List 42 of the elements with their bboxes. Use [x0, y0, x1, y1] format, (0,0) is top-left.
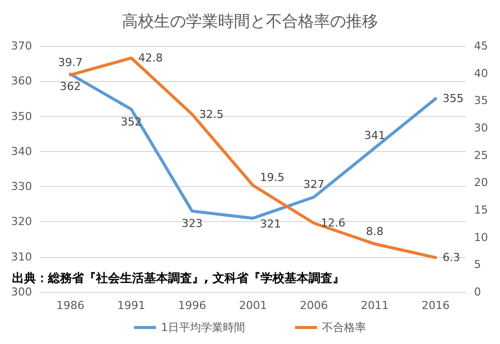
data-label: 42.8	[138, 52, 163, 65]
data-label: 8.8	[366, 224, 384, 238]
x-tick-label: 2016	[422, 299, 450, 312]
x-tick-label: 1996	[178, 299, 206, 312]
y2-tick-label: 40	[474, 66, 488, 80]
legend-label: 不合格率	[322, 321, 366, 334]
data-label: 39.7	[58, 56, 83, 69]
y-tick-label: 350	[11, 110, 32, 123]
y2-tick-label: 45	[474, 40, 488, 52]
y-tick-label: 360	[11, 74, 32, 88]
data-label: 32.5	[199, 108, 224, 121]
data-label: 12.6	[320, 216, 346, 230]
x-tick-label: 2011	[360, 299, 389, 312]
y2-tick-label: 0	[474, 286, 481, 298]
data-label: 362	[60, 80, 81, 94]
y-tick-label: 310	[11, 250, 32, 264]
data-label: 327	[303, 178, 324, 192]
y2-tick-label: 5	[474, 258, 481, 272]
data-label: 355	[442, 92, 464, 106]
y-tick-label: 370	[11, 40, 32, 52]
y-tick-label: 340	[11, 144, 32, 158]
data-label: 341	[364, 128, 386, 142]
data-label: 323	[182, 217, 203, 230]
y2-tick-label: 25	[474, 148, 488, 162]
data-label: 6.3	[442, 251, 460, 264]
y-tick-label: 330	[11, 180, 32, 194]
legend-label: 1日平均学業時間	[161, 321, 245, 334]
annotation: 出典：総務省『社会生活基本調査』, 文科省『学校基本調査』	[12, 271, 345, 285]
data-label: 19.5	[260, 170, 284, 184]
y-tick-label: 320	[11, 215, 32, 228]
x-tick-label: 2006	[300, 299, 328, 312]
data-label: 321	[260, 218, 281, 231]
y-tick-label: 300	[11, 286, 32, 298]
y2-tick-label: 35	[474, 94, 488, 108]
x-tick-label: 2001	[239, 299, 267, 312]
chart-title: 高校生の学業時間と不合格率の推移	[122, 12, 378, 30]
y2-tick-label: 20	[474, 176, 488, 190]
y2-tick-label: 30	[474, 122, 488, 134]
y2-tick-label: 15	[474, 204, 488, 216]
x-tick-label: 1986	[56, 299, 84, 312]
y2-tick-label: 10	[474, 230, 488, 244]
x-tick-label: 1991	[117, 299, 146, 312]
